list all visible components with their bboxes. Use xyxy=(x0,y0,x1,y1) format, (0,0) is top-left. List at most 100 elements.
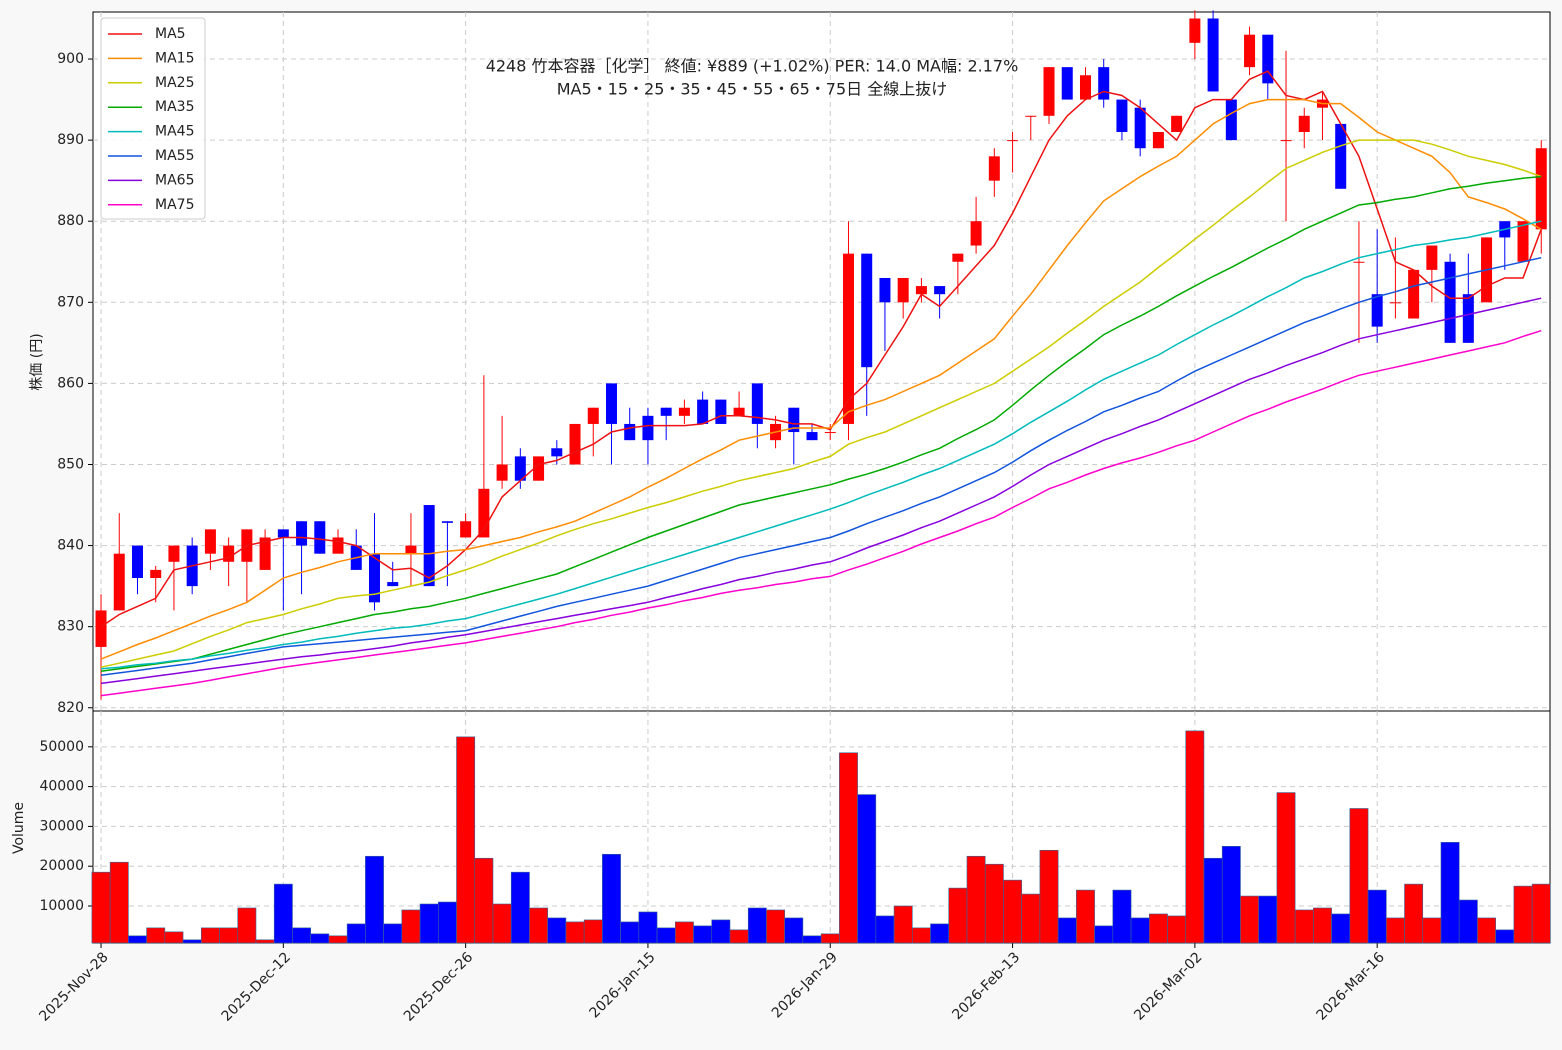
candle-body xyxy=(551,448,563,457)
y-tick-label: 50000 xyxy=(39,739,84,755)
y-tick-label: 850 xyxy=(57,456,84,472)
candle-body xyxy=(95,610,107,647)
candle-body xyxy=(1244,34,1256,68)
candle-body xyxy=(1298,115,1310,133)
volume-bar xyxy=(1477,917,1496,944)
candle-body xyxy=(168,545,180,562)
candle-body xyxy=(624,423,636,441)
volume-bar xyxy=(1130,917,1150,944)
legend-label: MA35 xyxy=(155,99,194,115)
x-tick-label: 2025-Dec-12 xyxy=(219,949,294,1024)
volume-bar xyxy=(802,935,822,944)
volume-bar xyxy=(346,923,366,944)
volume-bar xyxy=(583,919,603,944)
volume-bar xyxy=(255,939,275,944)
volume-bar xyxy=(474,857,494,944)
volume-bar xyxy=(1258,895,1278,944)
candle-body xyxy=(496,464,508,481)
candle-body xyxy=(1025,115,1037,117)
candle-body xyxy=(223,545,235,562)
candle-body xyxy=(824,432,836,434)
ma-line xyxy=(100,220,1542,670)
volume-bar xyxy=(328,935,348,944)
volume-bar xyxy=(1112,889,1132,944)
candle-body xyxy=(1171,115,1183,133)
candle-body xyxy=(861,253,873,368)
legend-label: MA75 xyxy=(155,197,194,213)
candle-body xyxy=(150,569,162,579)
volume-bar xyxy=(729,929,749,944)
x-tick-label: 2026-Jan-15 xyxy=(587,949,659,1021)
y-tick-label: 890 xyxy=(57,132,84,148)
volume-bar xyxy=(1021,893,1041,944)
volume-bar xyxy=(365,855,384,944)
volume-bar xyxy=(911,927,931,944)
volume-bar xyxy=(128,935,147,944)
volume-bar xyxy=(547,917,567,944)
legend-label: MA15 xyxy=(155,50,194,66)
y-tick-label: 40000 xyxy=(39,779,84,795)
volume-bar xyxy=(1003,879,1022,944)
volume-bar xyxy=(602,853,621,944)
y-tick-label: 870 xyxy=(57,294,84,310)
y-tick-label: 830 xyxy=(57,619,84,635)
volume-bar xyxy=(674,921,694,944)
y-tick-label: 840 xyxy=(57,538,84,554)
x-tick-label: 2026-Jan-29 xyxy=(769,949,841,1021)
volume-axis-label: Volume xyxy=(11,802,27,854)
candle-body xyxy=(934,286,946,295)
legend-label: MA5 xyxy=(155,26,186,42)
candle-body xyxy=(131,545,143,579)
legend-box xyxy=(100,17,206,220)
volume-bar xyxy=(273,883,293,944)
candle-body xyxy=(1061,67,1073,100)
candle-body xyxy=(678,407,690,416)
candle-body xyxy=(314,521,326,554)
candle-body xyxy=(788,407,800,433)
candle-body xyxy=(1335,123,1347,189)
volume-bar xyxy=(857,794,877,944)
volume-bar xyxy=(1513,885,1533,944)
candle-body xyxy=(751,383,763,424)
candle-body xyxy=(113,553,125,611)
candle-body xyxy=(204,529,216,554)
candle-body xyxy=(1462,294,1474,343)
volume-bar xyxy=(984,863,1004,944)
volume-bar xyxy=(1367,889,1387,944)
candle-body xyxy=(587,407,599,424)
volume-bar xyxy=(1276,792,1296,944)
volume-bar xyxy=(1294,909,1314,944)
volume-bar xyxy=(1221,846,1241,944)
candle-body xyxy=(1535,148,1547,230)
chart-subtitle: MA5・15・25・35・45・55・65・75日 全線上抜け xyxy=(557,80,948,99)
y-axis-label: 株価 (円) xyxy=(29,333,45,390)
volume-bar xyxy=(510,871,530,944)
candle-body xyxy=(533,456,545,481)
volume-bar xyxy=(784,917,804,944)
candle-body xyxy=(405,545,417,554)
candle-body xyxy=(806,432,818,441)
volume-bar xyxy=(1185,730,1205,944)
candle-body xyxy=(1389,302,1401,304)
candle-body xyxy=(332,537,344,554)
legend-label: MA55 xyxy=(155,148,194,164)
candle-body xyxy=(970,221,982,246)
candle-body xyxy=(514,456,526,481)
candle-body xyxy=(1152,132,1164,149)
volume-bar xyxy=(1240,895,1259,944)
volume-bar xyxy=(1331,913,1351,944)
volume-bar xyxy=(1440,842,1460,944)
volume-bar xyxy=(1203,857,1223,944)
volume-bar xyxy=(419,903,439,944)
volume-bar xyxy=(219,927,239,944)
volume-bar xyxy=(292,927,311,944)
candle-body xyxy=(697,399,709,424)
volume-bar xyxy=(747,907,767,944)
y-tick-label: 20000 xyxy=(39,858,84,874)
candle-body xyxy=(605,383,617,424)
candle-body xyxy=(1207,18,1219,92)
candle-body xyxy=(478,488,490,538)
volume-bar xyxy=(1458,899,1478,944)
volume-bar xyxy=(310,933,330,944)
volume-bar xyxy=(893,905,913,944)
